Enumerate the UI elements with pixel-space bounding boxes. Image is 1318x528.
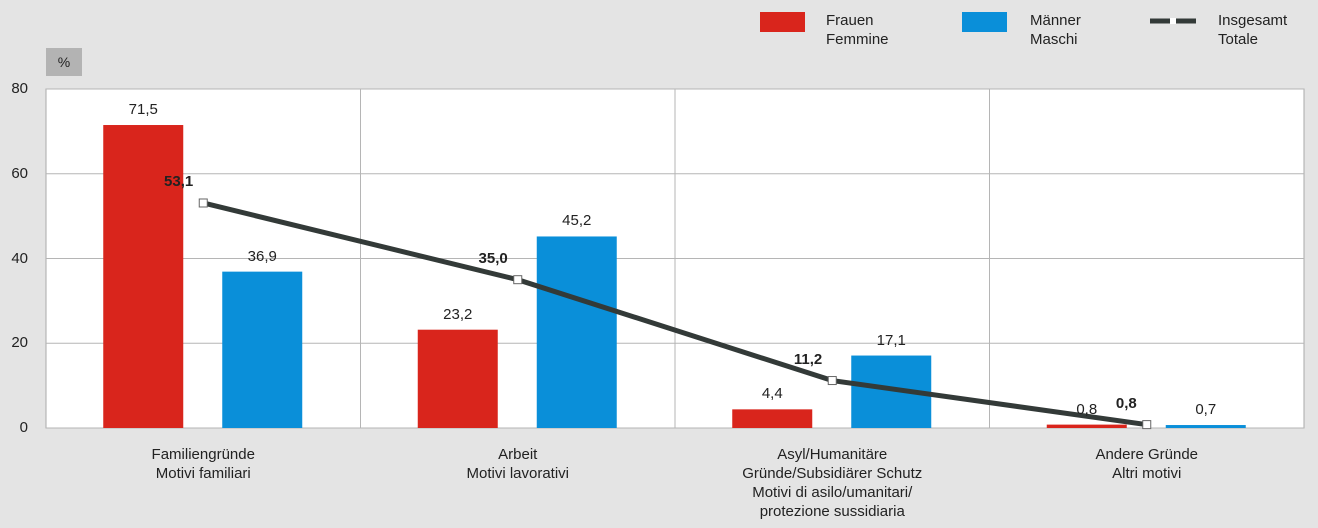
bar: [222, 271, 303, 428]
bar: [1046, 424, 1127, 428]
bar-value-label: 23,2: [443, 305, 473, 323]
legend-label: Insgesamt Totale: [1218, 12, 1288, 48]
x-tick-label: Asyl/Humanitäre Gründe/Subsidiärer Schut…: [742, 446, 923, 520]
total-value-label: 11,2: [793, 350, 823, 368]
total-value-label: 35,0: [478, 249, 508, 267]
x-tick-label: Andere Gründe Altri motivi: [1095, 446, 1199, 482]
bar-value-label: 36,9: [247, 247, 277, 265]
total-value-label: 53,1: [164, 172, 194, 190]
legend-swatch: [962, 12, 1007, 32]
bar: [732, 409, 813, 428]
total-line: [202, 200, 1148, 428]
total-value-label: 0,8: [1115, 394, 1137, 412]
bar-value-label: 71,5: [128, 101, 158, 119]
legend-label: Frauen Femmine: [826, 12, 889, 48]
x-tick-label: Arbeit Motivi lavorativi: [466, 446, 570, 482]
line-marker: [1142, 420, 1152, 430]
bar-value-label: 0,7: [1195, 401, 1217, 419]
y-tick-label: 0: [19, 419, 28, 436]
y-tick-label: 80: [11, 80, 28, 97]
bar: [103, 125, 184, 429]
bar-value-label: 0,8: [1076, 400, 1098, 418]
line-marker: [827, 376, 837, 386]
y-tick-label: 20: [11, 334, 28, 352]
y-tick-label: 60: [11, 164, 28, 182]
line-marker: [198, 198, 208, 208]
x-tick-label: Familiengründe Motivi familiari: [151, 446, 255, 482]
bar: [1165, 425, 1246, 428]
unit-box: [46, 48, 82, 76]
bar: [417, 329, 498, 428]
y-unit-label: %: [57, 54, 71, 70]
legend-marker: [1170, 18, 1176, 24]
legend-label: Männer Maschi: [1030, 12, 1081, 48]
bar-value-label: 45,2: [562, 212, 592, 230]
bar: [536, 236, 617, 428]
y-tick-label: 40: [11, 249, 28, 267]
line-marker: [513, 275, 523, 285]
bar-value-label: 4,4: [761, 385, 783, 403]
bar-value-label: 17,1: [876, 331, 906, 349]
legend-swatch: [760, 12, 805, 32]
